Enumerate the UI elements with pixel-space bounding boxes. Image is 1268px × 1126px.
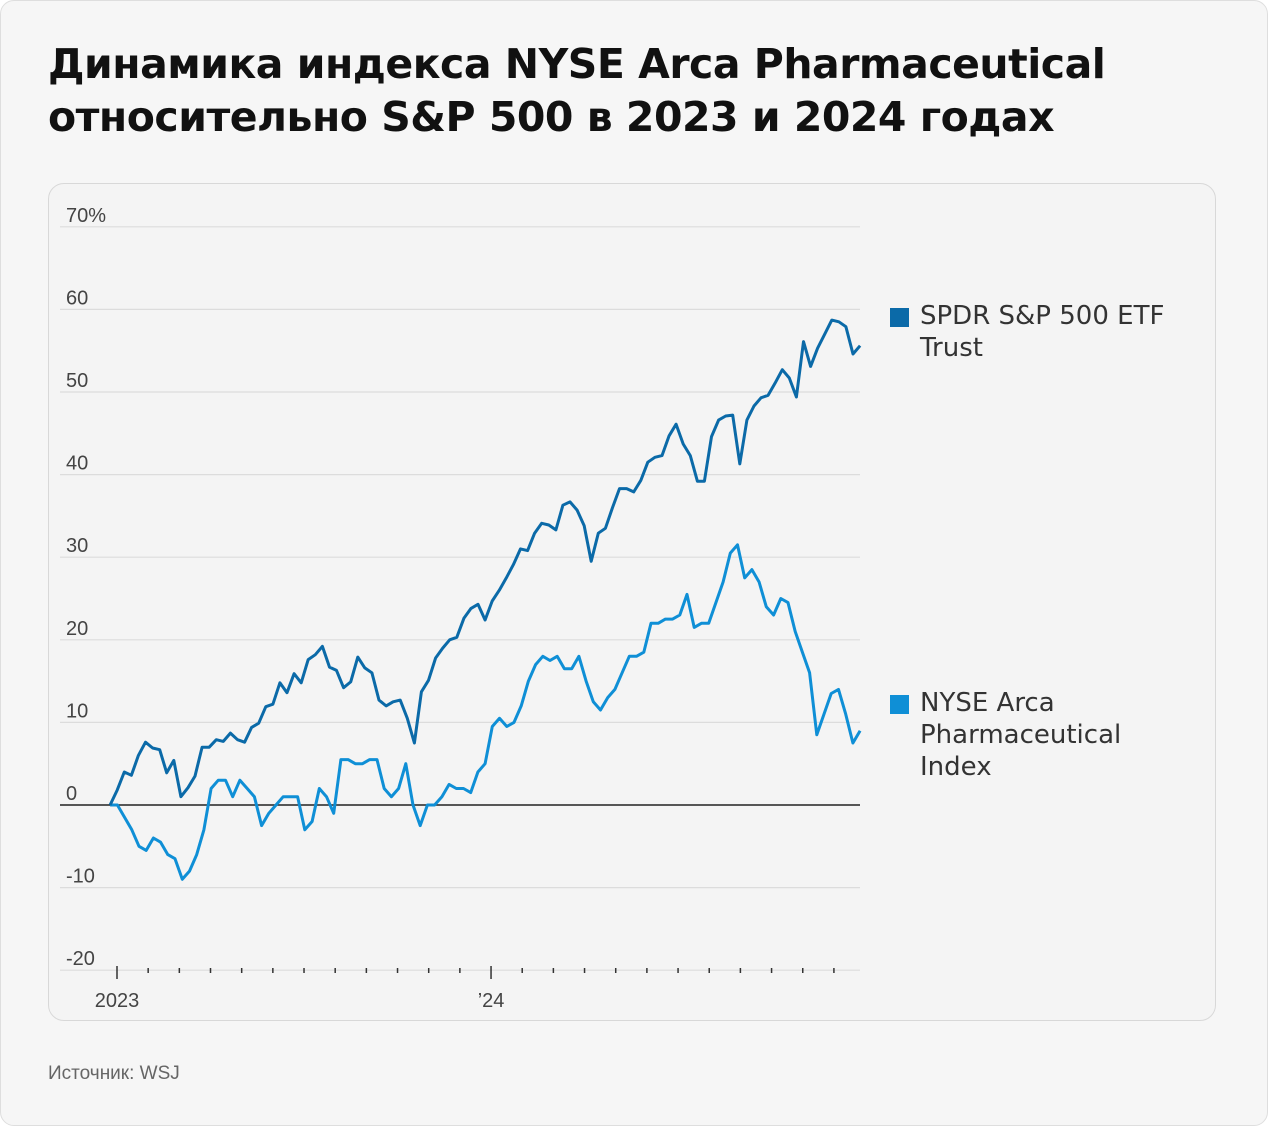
series-line-spdr (108, 318, 862, 806)
series-line-nyse-arca-pharma (110, 543, 862, 881)
y-tick-label: -20 (66, 948, 95, 970)
y-tick-label: 0 (66, 783, 77, 805)
source-note: Источник: WSJ (48, 1063, 180, 1084)
y-tick-label: 60 (66, 287, 88, 309)
x-tick-label: 2023 (95, 990, 140, 1012)
y-tick-label: 10 (66, 700, 88, 722)
y-tick-label: -10 (66, 866, 95, 888)
chart-title: Динамика индекса NYSE Arca Pharmaceutica… (48, 40, 1106, 141)
legend-swatch-nyse (890, 695, 909, 714)
y-tick-label: 20 (66, 618, 88, 640)
legend-item-spdr: SPDR S&P 500 ETF Trust (890, 300, 1180, 364)
x-tick-label: ’24 (478, 990, 505, 1012)
legend-swatch-spdr (890, 308, 909, 327)
chart-panel (48, 183, 1216, 1021)
legend-label-spdr: SPDR S&P 500 ETF Trust (920, 301, 1165, 363)
legend-item-nyse: NYSE Arca Pharmaceutical Index (890, 687, 1190, 783)
y-tick-label: 40 (66, 453, 88, 475)
y-tick-label: 50 (66, 370, 88, 392)
y-tick-label: 70% (66, 205, 106, 227)
y-tick-label: 30 (66, 535, 88, 557)
legend-label-nyse: NYSE Arca Pharmaceutical Index (920, 688, 1122, 782)
